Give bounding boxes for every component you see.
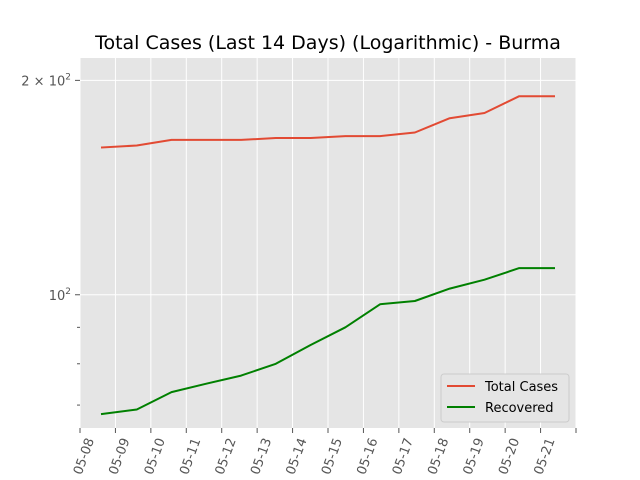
legend-label-total-cases: Total Cases — [484, 380, 558, 395]
x-tick-label: 05-12 — [213, 436, 240, 477]
x-tick-label: 05-10 — [142, 436, 169, 477]
series-line-recovered — [100, 267, 555, 416]
chart-title: Total Cases (Last 14 Days) (Logarithmic)… — [94, 32, 561, 54]
x-tick-label: 05-19 — [461, 436, 488, 477]
grid-lines — [79, 58, 577, 428]
x-tick-label: 05-15 — [319, 436, 346, 477]
series-line-total-cases — [100, 95, 555, 149]
x-tick-label: 05-11 — [177, 436, 204, 477]
legend: Total Cases Recovered — [440, 373, 570, 423]
legend-label-recovered: Recovered — [485, 401, 554, 416]
x-tick-label: 05-21 — [532, 436, 559, 477]
y-tick-label: 102 — [49, 287, 71, 304]
x-tick-label: 05-16 — [354, 436, 381, 477]
x-tick-label: 05-14 — [284, 436, 311, 477]
x-tick-label: 05-09 — [106, 436, 133, 477]
x-tick-label: 05-17 — [390, 436, 417, 477]
y-tick-label: 2 × 102 — [21, 72, 71, 89]
series-lines — [100, 95, 555, 416]
x-tick-label: 05-13 — [248, 436, 275, 477]
x-tick-label: 05-18 — [425, 436, 452, 477]
x-tick-label: 05-08 — [71, 436, 98, 477]
x-tick-label: 05-20 — [496, 436, 523, 477]
